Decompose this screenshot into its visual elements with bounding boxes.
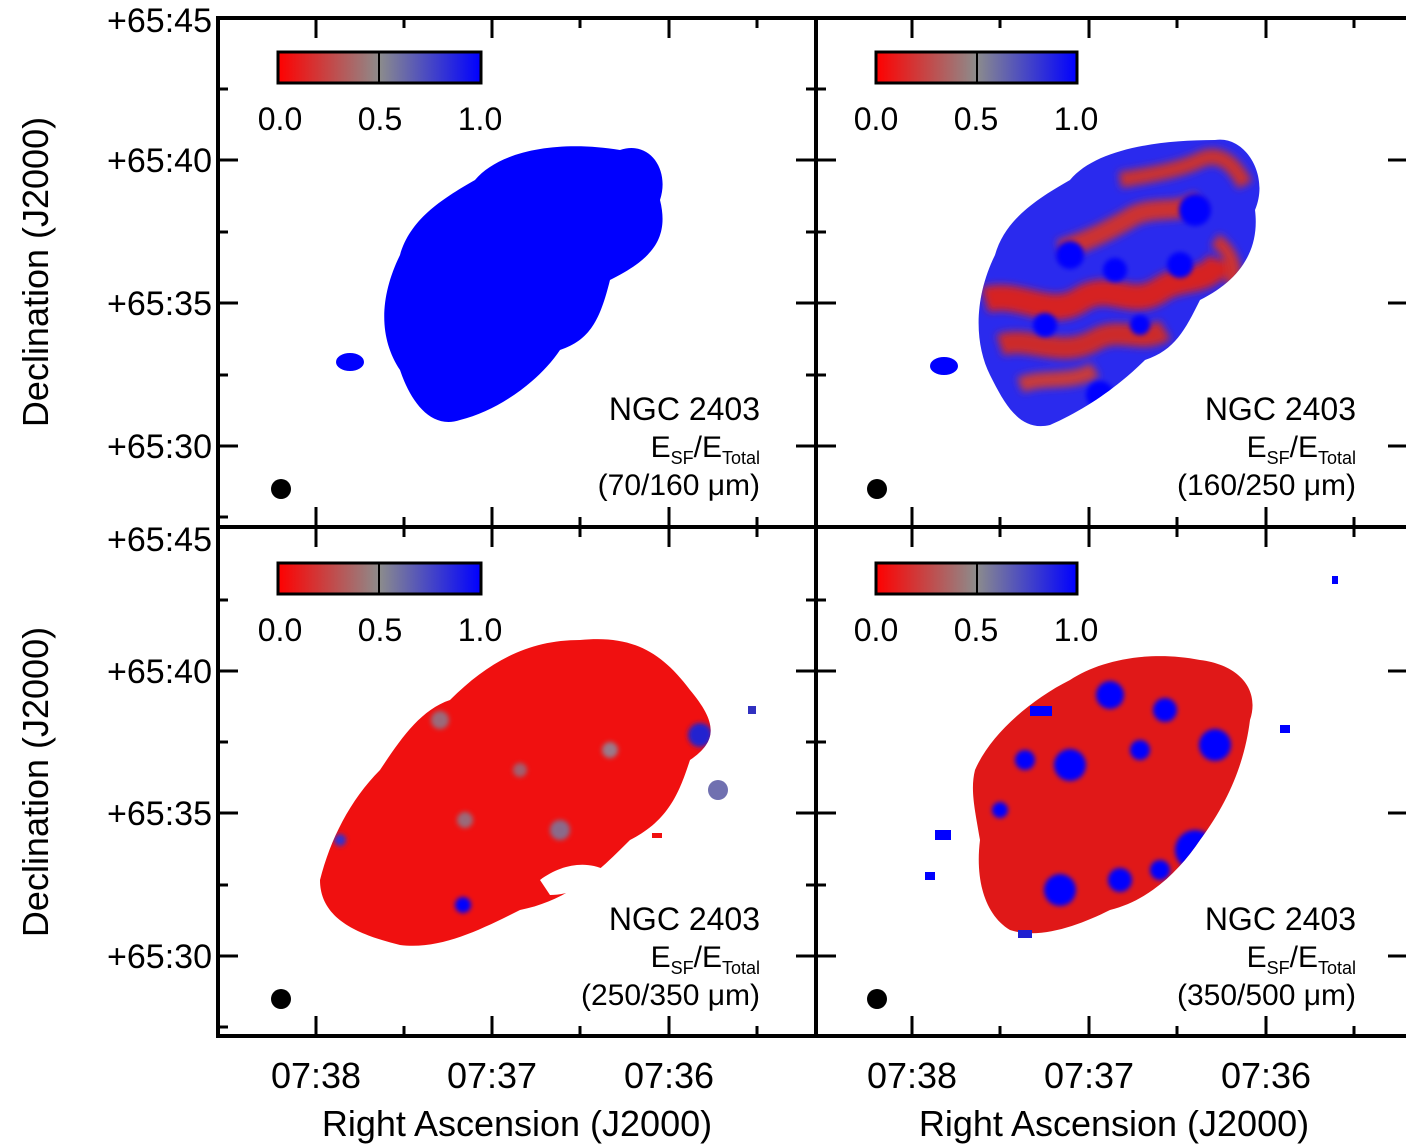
colorbar-tick-0-5: 0.5 (954, 612, 998, 648)
colorbar-tick-0-5: 0.5 (358, 101, 402, 137)
object-label: NGC 2403 (1205, 391, 1356, 427)
ra-tick-labels: 07:38 07:37 07:36 07:38 07:37 07:36 (271, 1055, 1311, 1096)
ra-tick-label: 07:38 (271, 1055, 361, 1096)
dec-tick-label: +65:45 (107, 2, 212, 40)
ra-tick-label: 07:36 (1221, 1055, 1311, 1096)
galaxy-map-160-250 (930, 139, 1260, 427)
colorbar-tick-1: 1.0 (1054, 612, 1098, 648)
ratio-label: ESF/ETotal (651, 941, 760, 978)
object-label: NGC 2403 (609, 901, 760, 937)
galaxy-map-250-350 (320, 639, 756, 946)
dec-tick-label: +65:40 (107, 142, 212, 180)
dec-tick-labels: +65:45 +65:40 +65:35 +65:30 +65:45 +65:4… (107, 2, 212, 976)
panel-250-350: 0.0 0.5 1.0 NGC 2403 ESF/ETotal (250/350… (258, 561, 760, 1012)
colorbar-tick-0-5: 0.5 (954, 101, 998, 137)
object-label: NGC 2403 (609, 391, 760, 427)
dec-tick-label: +65:35 (107, 795, 212, 833)
colorbar-tick-0-5: 0.5 (358, 612, 402, 648)
colorbar-tick-1: 1.0 (458, 612, 502, 648)
colorbar-tick-0: 0.0 (854, 612, 898, 648)
ra-axis-titles: Right Ascension (J2000) Right Ascension … (322, 1103, 1309, 1144)
dec-tick-label: +65:40 (107, 653, 212, 691)
dec-tick-label: +65:30 (107, 938, 212, 976)
colorbar-tick-1: 1.0 (458, 101, 502, 137)
band-label: (350/500 μm) (1177, 979, 1356, 1012)
band-label: (250/350 μm) (581, 979, 760, 1012)
galaxy-map-70-160 (336, 146, 663, 422)
panel-70-160: 0.0 0.5 1.0 NGC 2403 ESF/ETotal (70/160 … (258, 50, 760, 502)
colorbar-tick-0: 0.0 (854, 101, 898, 137)
ratio-label: ESF/ETotal (651, 431, 760, 468)
y-axis-title-top: Declination (J2000) (15, 117, 56, 427)
band-label: (70/160 μm) (598, 469, 760, 502)
colorbar-tick-0: 0.0 (258, 612, 302, 648)
dec-tick-label: +65:35 (107, 285, 212, 323)
ra-tick-label: 07:36 (624, 1055, 714, 1096)
panel-160-250: 0.0 0.5 1.0 NGC 2403 ESF/ETotal (160/250… (854, 50, 1356, 502)
ratio-label: ESF/ETotal (1247, 941, 1356, 978)
dec-tick-label: +65:45 (107, 521, 212, 559)
beam-marker (867, 479, 887, 499)
tick-marks (218, 16, 1406, 1036)
beam-marker (271, 989, 291, 1009)
ra-tick-label: 07:38 (867, 1055, 957, 1096)
galaxy-map-350-500 (925, 576, 1338, 938)
band-label: (160/250 μm) (1177, 469, 1356, 502)
ratio-label: ESF/ETotal (1247, 431, 1356, 468)
dec-axis-titles: Declination (J2000) Declination (J2000) (15, 117, 56, 937)
ra-tick-label: 07:37 (1044, 1055, 1134, 1096)
object-label: NGC 2403 (1205, 901, 1356, 937)
beam-marker (271, 479, 291, 499)
x-axis-title-left: Right Ascension (J2000) (322, 1103, 712, 1144)
dec-tick-label: +65:30 (107, 428, 212, 466)
colorbar-tick-0: 0.0 (258, 101, 302, 137)
x-axis-title-right: Right Ascension (J2000) (919, 1103, 1309, 1144)
colorbar-tick-1: 1.0 (1054, 101, 1098, 137)
y-axis-title-bottom: Declination (J2000) (15, 627, 56, 937)
ra-tick-label: 07:37 (447, 1055, 537, 1096)
panel-350-500: 0.0 0.5 1.0 NGC 2403 ESF/ETotal (350/500… (854, 561, 1356, 1012)
beam-marker (867, 989, 887, 1009)
